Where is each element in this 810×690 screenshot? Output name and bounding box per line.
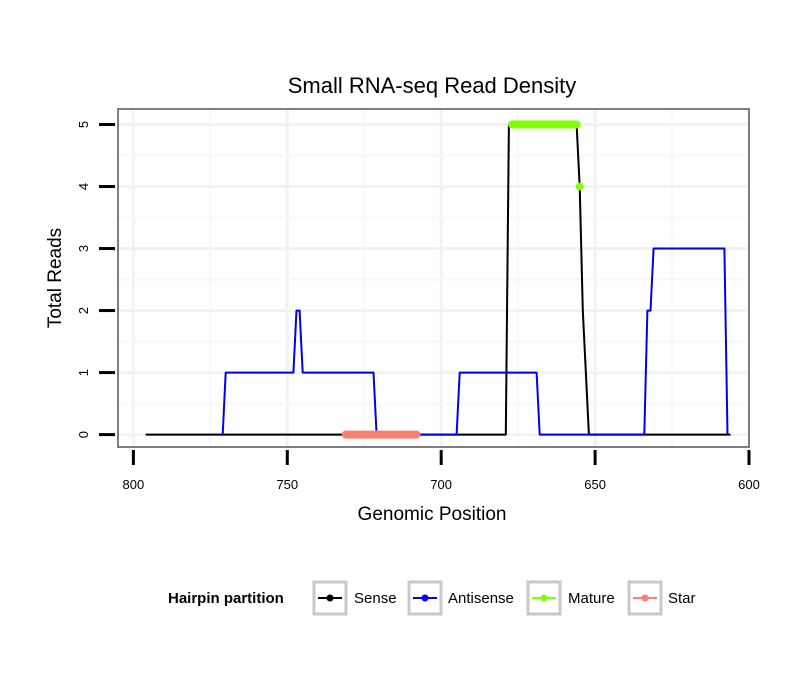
plot-panel: [117, 108, 750, 448]
data-point-mature: [575, 182, 584, 191]
x-axis-title: Genomic Position: [358, 504, 507, 525]
grid: [118, 109, 751, 447]
legend-item-antisense: Antisense: [407, 580, 514, 616]
series-line-antisense: [221, 247, 729, 436]
x-tick-label: 800: [123, 477, 145, 492]
legend: Hairpin partition Sense Antisense Mature…: [168, 580, 696, 616]
x-tick-label: 700: [430, 477, 452, 492]
y-tick-label: 2: [76, 307, 91, 314]
series-dots: [341, 120, 584, 439]
legend-title: Hairpin partition: [168, 590, 284, 607]
y-axis-ticks: 0 1 2 3 4 5: [76, 121, 115, 438]
series-lines: [145, 123, 731, 436]
legend-label-star: Star: [668, 590, 696, 607]
y-tick-label: 3: [76, 245, 91, 252]
x-axis-ticks: 800 750 700 650 600: [123, 450, 760, 492]
y-axis-title: Total Reads: [45, 228, 66, 328]
y-tick-label: 1: [76, 369, 91, 376]
legend-item-mature: Mature: [526, 580, 615, 616]
x-tick-label: 650: [584, 477, 606, 492]
legend-dot-mature: [540, 594, 548, 602]
series-line-sense: [145, 123, 731, 436]
legend-item-star: Star: [627, 580, 696, 616]
chart-title: Small RNA-seq Read Density: [288, 73, 577, 98]
x-tick-label: 600: [738, 477, 760, 492]
legend-label-antisense: Antisense: [448, 590, 514, 607]
x-tick-label: 750: [276, 477, 298, 492]
legend-dot-antisense: [421, 594, 429, 602]
legend-dot-sense: [326, 594, 334, 602]
y-tick-label: 5: [76, 121, 91, 128]
legend-dot-star: [641, 594, 649, 602]
legend-item-sense: Sense: [312, 580, 397, 616]
y-tick-label: 4: [76, 183, 91, 190]
legend-label-sense: Sense: [354, 590, 397, 607]
legend-label-mature: Mature: [568, 590, 615, 607]
y-tick-label: 0: [76, 431, 91, 438]
